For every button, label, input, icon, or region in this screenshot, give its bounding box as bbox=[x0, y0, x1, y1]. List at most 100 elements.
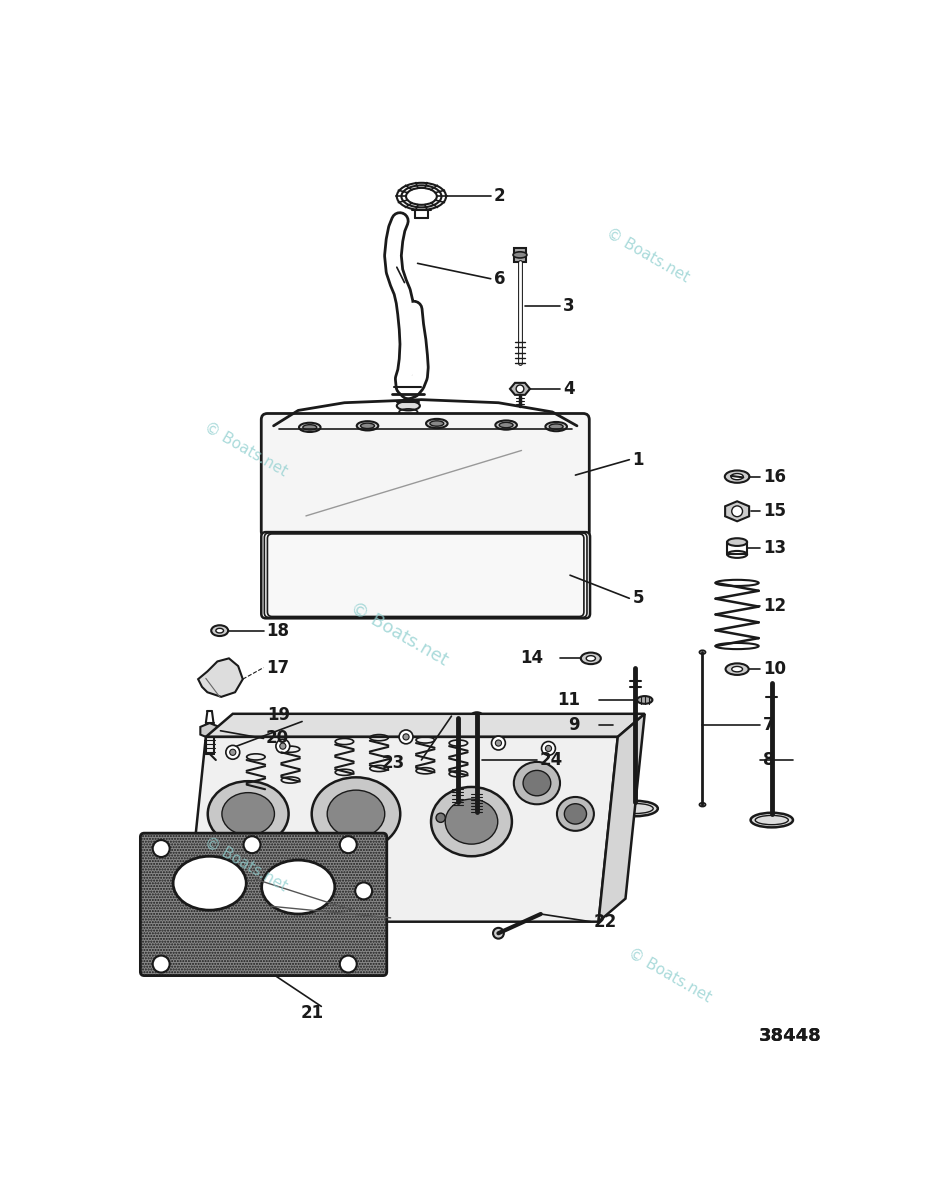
Circle shape bbox=[403, 734, 409, 740]
Circle shape bbox=[340, 836, 357, 853]
Circle shape bbox=[279, 743, 286, 749]
Ellipse shape bbox=[446, 799, 498, 844]
Ellipse shape bbox=[731, 474, 743, 480]
Text: 15: 15 bbox=[763, 503, 787, 521]
Polygon shape bbox=[598, 714, 645, 922]
Ellipse shape bbox=[523, 770, 551, 796]
Circle shape bbox=[243, 836, 260, 853]
Text: 3: 3 bbox=[563, 296, 575, 314]
Text: 7: 7 bbox=[763, 716, 775, 734]
Ellipse shape bbox=[564, 804, 586, 824]
Ellipse shape bbox=[361, 424, 374, 428]
Ellipse shape bbox=[750, 812, 793, 827]
Ellipse shape bbox=[222, 793, 275, 835]
Ellipse shape bbox=[726, 664, 749, 674]
Circle shape bbox=[493, 928, 504, 938]
Ellipse shape bbox=[426, 419, 447, 428]
Circle shape bbox=[732, 506, 743, 517]
Circle shape bbox=[399, 730, 413, 744]
Polygon shape bbox=[200, 724, 219, 738]
Ellipse shape bbox=[545, 422, 567, 431]
Circle shape bbox=[545, 745, 552, 751]
Text: © Boats.net: © Boats.net bbox=[603, 226, 692, 284]
Text: 1: 1 bbox=[633, 451, 644, 469]
Polygon shape bbox=[725, 502, 750, 521]
Text: 10: 10 bbox=[763, 660, 787, 678]
Ellipse shape bbox=[699, 803, 706, 806]
Circle shape bbox=[495, 740, 502, 746]
Text: 4: 4 bbox=[563, 380, 575, 398]
Ellipse shape bbox=[699, 650, 706, 654]
Text: 17: 17 bbox=[266, 659, 289, 677]
Text: 9: 9 bbox=[568, 716, 580, 734]
Ellipse shape bbox=[299, 422, 320, 432]
Ellipse shape bbox=[727, 539, 747, 546]
Text: 24: 24 bbox=[540, 751, 563, 769]
Circle shape bbox=[516, 385, 523, 392]
Text: 8: 8 bbox=[763, 751, 775, 769]
Text: 14: 14 bbox=[520, 649, 543, 667]
Circle shape bbox=[340, 955, 357, 972]
FancyBboxPatch shape bbox=[141, 833, 387, 976]
Ellipse shape bbox=[451, 715, 464, 722]
Circle shape bbox=[153, 955, 170, 972]
Ellipse shape bbox=[216, 629, 223, 632]
Ellipse shape bbox=[211, 625, 228, 636]
Ellipse shape bbox=[208, 781, 289, 847]
Ellipse shape bbox=[327, 790, 385, 838]
Text: 38448: 38448 bbox=[759, 1027, 822, 1045]
Ellipse shape bbox=[471, 713, 483, 719]
Ellipse shape bbox=[513, 252, 527, 258]
Ellipse shape bbox=[499, 422, 513, 427]
Text: © Boats.net: © Boats.net bbox=[347, 599, 451, 668]
Ellipse shape bbox=[357, 421, 378, 431]
Circle shape bbox=[355, 882, 372, 899]
Ellipse shape bbox=[557, 797, 594, 830]
Text: 23: 23 bbox=[381, 754, 405, 772]
Text: 12: 12 bbox=[763, 596, 787, 614]
Circle shape bbox=[436, 814, 446, 822]
Ellipse shape bbox=[303, 425, 316, 430]
Ellipse shape bbox=[613, 800, 657, 816]
Circle shape bbox=[542, 742, 556, 755]
Ellipse shape bbox=[586, 655, 596, 661]
Ellipse shape bbox=[580, 653, 600, 664]
Text: © Boats.net: © Boats.net bbox=[201, 419, 290, 479]
Circle shape bbox=[491, 736, 505, 750]
Circle shape bbox=[276, 739, 290, 754]
Ellipse shape bbox=[514, 762, 560, 804]
FancyBboxPatch shape bbox=[514, 248, 526, 262]
Polygon shape bbox=[510, 383, 530, 395]
Text: 6: 6 bbox=[494, 270, 505, 288]
Ellipse shape bbox=[495, 420, 517, 430]
Text: 5: 5 bbox=[633, 589, 644, 607]
Ellipse shape bbox=[732, 666, 743, 672]
Text: 16: 16 bbox=[763, 468, 787, 486]
Text: 18: 18 bbox=[266, 622, 289, 640]
Ellipse shape bbox=[549, 424, 563, 430]
Polygon shape bbox=[199, 659, 243, 697]
Circle shape bbox=[153, 840, 170, 857]
Ellipse shape bbox=[431, 787, 512, 857]
Text: 11: 11 bbox=[557, 691, 580, 709]
Ellipse shape bbox=[725, 470, 750, 482]
Circle shape bbox=[230, 749, 236, 755]
Text: © Boats.net: © Boats.net bbox=[625, 946, 714, 1006]
Text: 20: 20 bbox=[266, 730, 289, 748]
Polygon shape bbox=[206, 714, 645, 737]
Text: 21: 21 bbox=[300, 1003, 324, 1021]
Ellipse shape bbox=[430, 421, 444, 426]
Text: 22: 22 bbox=[594, 913, 618, 931]
Ellipse shape bbox=[637, 696, 653, 703]
FancyBboxPatch shape bbox=[261, 414, 589, 538]
Text: 38448: 38448 bbox=[759, 1027, 822, 1045]
Text: 2: 2 bbox=[494, 187, 505, 205]
FancyBboxPatch shape bbox=[261, 532, 590, 618]
Ellipse shape bbox=[312, 778, 400, 851]
Text: © Boats.net: © Boats.net bbox=[201, 835, 290, 894]
Ellipse shape bbox=[173, 857, 246, 910]
Text: 13: 13 bbox=[763, 539, 787, 557]
Circle shape bbox=[226, 745, 239, 760]
Ellipse shape bbox=[261, 860, 334, 914]
Ellipse shape bbox=[397, 401, 420, 410]
